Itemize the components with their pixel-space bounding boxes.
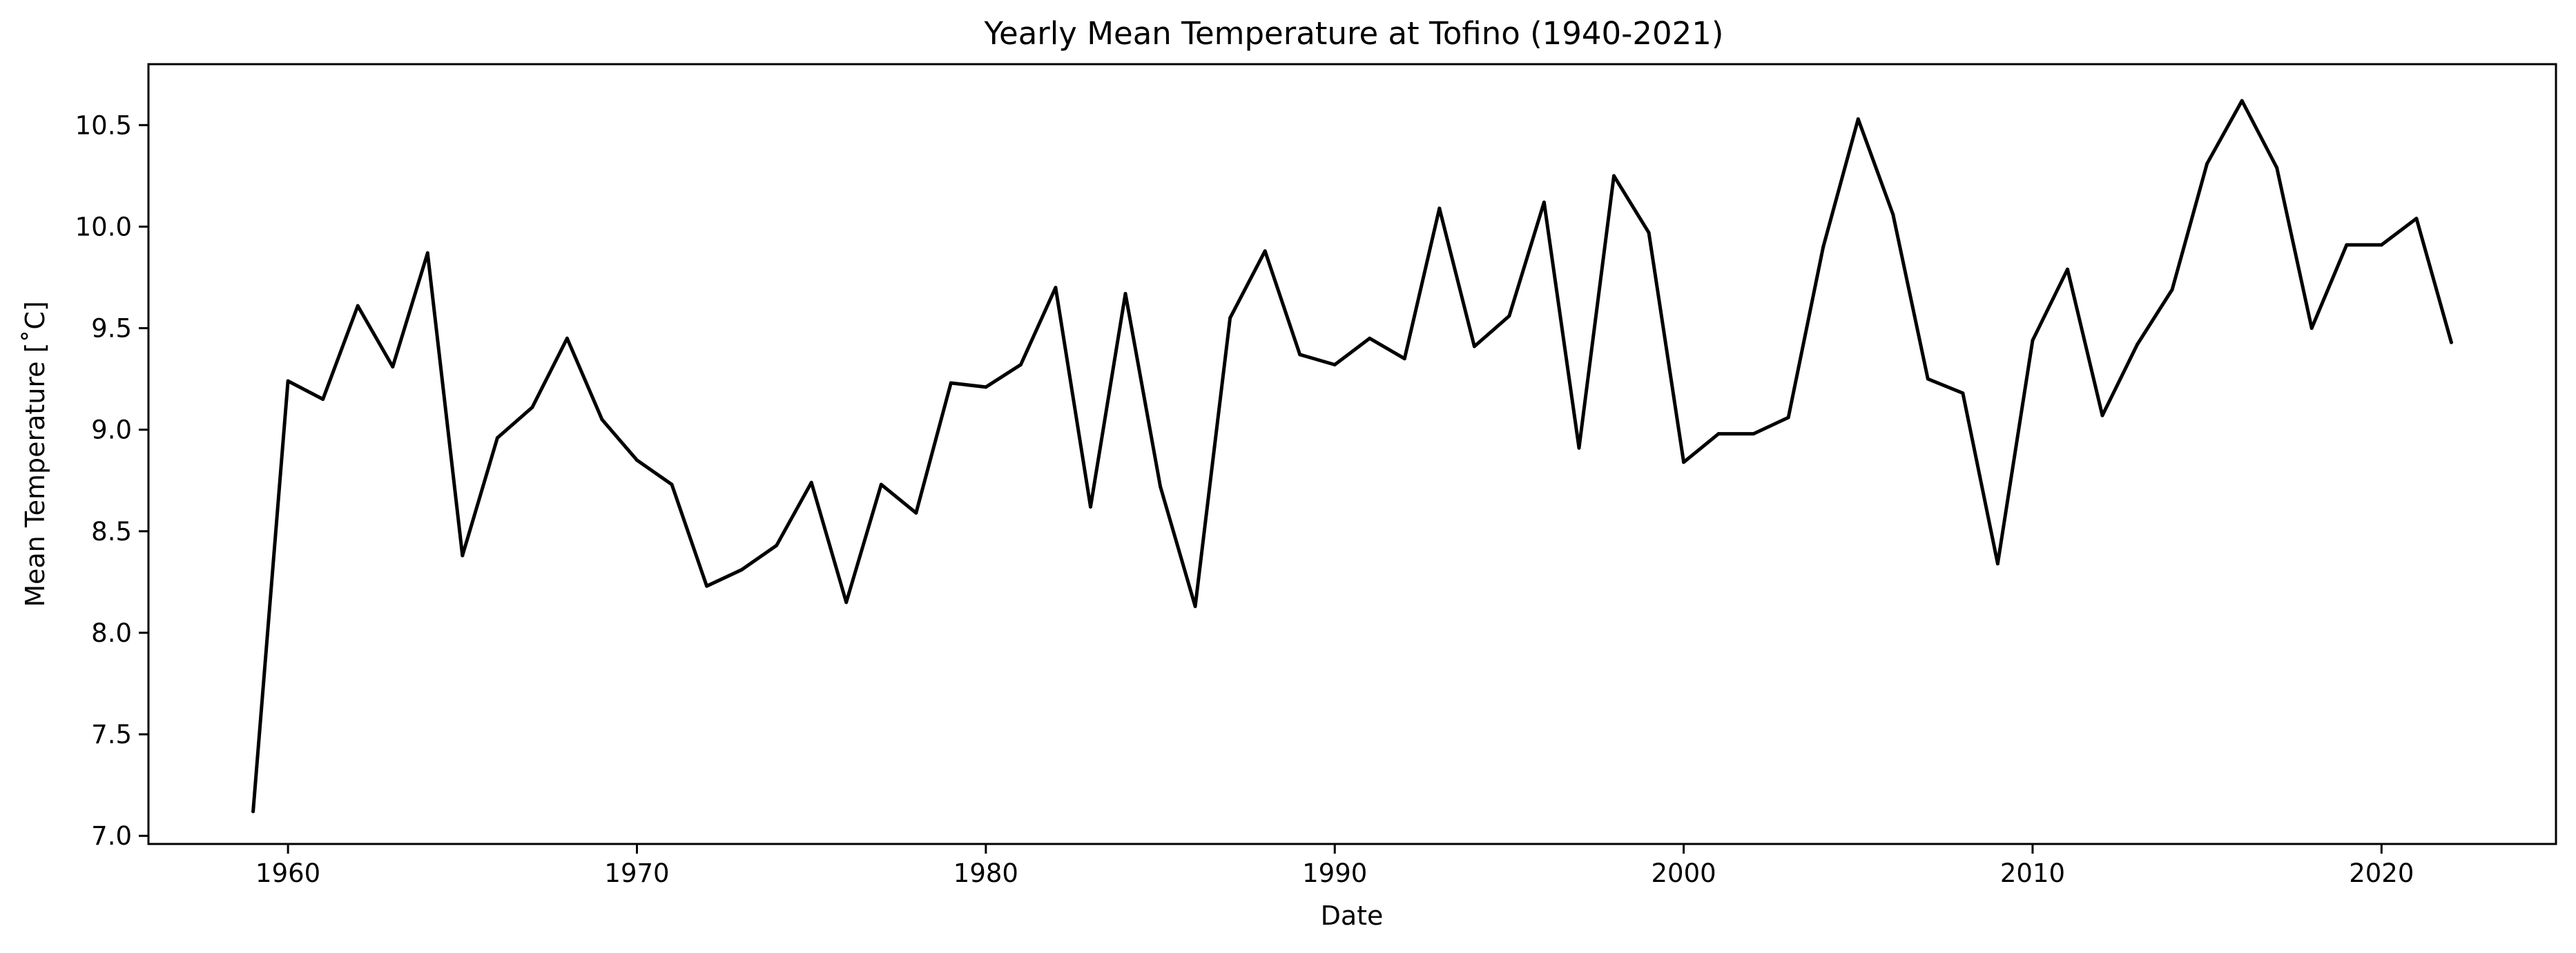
data-point <box>600 417 604 422</box>
data-point <box>2031 338 2035 342</box>
data-point <box>1228 316 1232 320</box>
data-point <box>1368 336 1372 340</box>
y-tick-label: 10.5 <box>75 110 132 140</box>
data-point <box>2136 342 2140 346</box>
data-point <box>391 364 395 369</box>
y-axis-ticks: 7.0 7.5 8.0 8.5 9.0 9.5 10.0 10.5 <box>75 110 148 851</box>
data-point <box>321 397 325 402</box>
data-point <box>2205 161 2209 166</box>
data-points <box>251 99 2453 814</box>
data-point <box>1542 200 1546 204</box>
data-point <box>1402 357 1406 361</box>
data-point <box>530 405 534 409</box>
data-point <box>356 304 360 308</box>
data-point <box>2240 99 2244 103</box>
y-tick-label: 10.0 <box>75 212 132 242</box>
y-tick-label: 9.5 <box>91 314 132 344</box>
data-point <box>705 584 709 588</box>
data-point <box>2345 243 2349 247</box>
data-point <box>1786 415 1790 420</box>
data-point <box>1088 505 1092 509</box>
x-tick-label: 1960 <box>255 858 320 888</box>
x-tick-label: 2020 <box>2349 858 2414 888</box>
data-point <box>879 482 883 487</box>
data-point <box>1018 363 1023 367</box>
data-point <box>2170 288 2174 292</box>
data-point <box>286 379 290 383</box>
data-point <box>1716 432 1721 436</box>
data-point <box>1193 605 1197 609</box>
data-point <box>2065 267 2069 271</box>
data-point <box>914 511 918 515</box>
data-point <box>1054 286 1058 290</box>
x-tick-label: 1980 <box>953 858 1018 888</box>
data-point <box>844 600 849 605</box>
plot-area-frame <box>147 63 2557 845</box>
data-point <box>2414 217 2419 221</box>
x-tick-label: 1970 <box>604 858 669 888</box>
y-tick-label: 8.0 <box>91 618 132 648</box>
y-tick-label: 7.0 <box>91 821 132 851</box>
data-point <box>809 480 813 484</box>
data-point <box>775 543 779 547</box>
data-point <box>425 251 429 255</box>
x-tick-label: 2010 <box>2000 858 2065 888</box>
data-point <box>1926 377 1930 381</box>
x-tick-label: 2000 <box>1652 858 1716 888</box>
chart-title: Yearly Mean Temperature at Tofino (1940-… <box>984 15 1724 52</box>
x-axis-label: Date <box>1321 901 1384 931</box>
x-tick-label: 1990 <box>1302 858 1367 888</box>
data-point <box>1856 117 1860 121</box>
data-point <box>2309 326 2314 331</box>
data-point <box>1123 292 1127 296</box>
data-point <box>1507 314 1511 318</box>
data-point <box>1298 353 1302 357</box>
data-point <box>1263 249 1267 253</box>
data-point <box>1961 391 1965 395</box>
data-point <box>1333 363 1337 367</box>
data-point <box>2100 413 2104 417</box>
data-point <box>949 381 953 385</box>
x-axis-ticks: 1960 1970 1980 1990 2000 2010 2020 <box>255 844 2414 888</box>
data-point <box>565 336 569 340</box>
data-point <box>2275 166 2279 170</box>
data-point <box>1752 432 1756 436</box>
data-point <box>1891 213 1895 217</box>
data-point <box>2379 243 2383 247</box>
data-point <box>635 458 639 462</box>
data-point <box>984 385 988 389</box>
data-point <box>1159 484 1163 489</box>
data-point <box>1437 206 1442 210</box>
data-point <box>1577 446 1581 450</box>
data-point <box>495 435 499 440</box>
data-point <box>739 568 744 572</box>
data-point <box>1995 562 1999 566</box>
y-tick-label: 9.0 <box>91 415 132 445</box>
data-point <box>1682 460 1686 464</box>
y-axis-label: Mean Temperature [˚C] <box>20 301 50 607</box>
data-point <box>670 482 674 487</box>
data-point <box>2449 340 2453 344</box>
data-point <box>1821 245 1826 249</box>
data-point <box>251 809 255 814</box>
y-tick-label: 8.5 <box>91 517 132 547</box>
data-point <box>1472 344 1476 348</box>
data-point <box>461 553 465 558</box>
data-point <box>1647 230 1651 235</box>
y-tick-label: 7.5 <box>91 720 132 749</box>
data-point <box>1612 174 1616 178</box>
temperature-series-line <box>251 99 2453 814</box>
